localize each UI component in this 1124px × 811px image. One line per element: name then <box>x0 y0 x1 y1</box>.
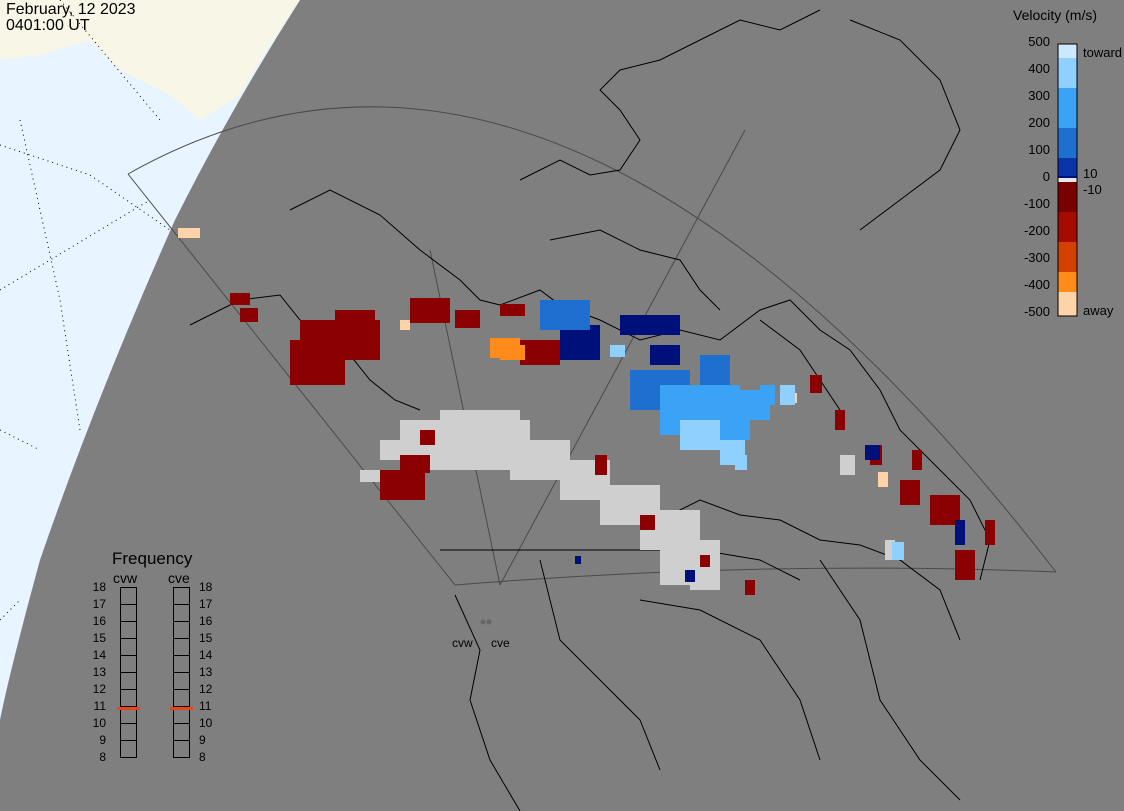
frequency-grid-line <box>120 638 137 639</box>
date-label: February, 12 2023 <box>6 1 136 18</box>
colorbar-tick-label: 300 <box>1028 88 1050 103</box>
frequency-scale-label: 16 <box>92 614 106 628</box>
frequency-grid-line <box>173 689 190 690</box>
frequency-grid-line <box>120 706 137 707</box>
colorbar-tick-label: -500 <box>1023 304 1050 319</box>
radar-label-cvw: cvw <box>452 636 473 650</box>
frequency-scale-label: 15 <box>92 631 106 645</box>
colorbar-tick-label: 400 <box>1028 61 1050 76</box>
radar-sites <box>480 619 492 625</box>
frequency-scale-label: 10 <box>199 716 213 730</box>
frequency-scale-label: 9 <box>199 733 206 747</box>
scatter-toward-slow <box>560 315 965 582</box>
colorbar-toward-label: toward <box>1083 45 1123 60</box>
frequency-scale-label: 18 <box>92 580 106 594</box>
frequency-scale-label: 14 <box>92 648 106 662</box>
colorbar-tick-label: 500 <box>1028 34 1050 49</box>
frequency-scale-label: 18 <box>199 580 213 594</box>
colorbar-tick-label: 100 <box>1028 142 1050 157</box>
colorbar-tick-label: 0 <box>1042 169 1050 184</box>
frequency-grid-line <box>173 655 190 656</box>
frequency-radar-cve-label: cve <box>168 570 190 586</box>
frequency-marker-cvw <box>117 706 140 710</box>
sunlit-land <box>0 0 300 120</box>
frequency-grid-line <box>173 604 190 605</box>
scatter-away-slow <box>230 293 995 595</box>
frequency-scale-label: 8 <box>199 750 206 764</box>
coastlines <box>189 9 991 811</box>
frequency-grid-line <box>120 621 137 622</box>
frequency-scale-label: 10 <box>92 716 106 730</box>
frequency-scale-label: 9 <box>99 733 106 747</box>
frequency-scale-label: 15 <box>199 631 213 645</box>
frequency-scale-label: 8 <box>99 750 106 764</box>
frequency-scale-label: 16 <box>199 614 213 628</box>
frequency-radar-cvw-label: cvw <box>113 570 138 586</box>
colorbar-tick-label: -300 <box>1023 250 1050 265</box>
frequency-scale-label: 14 <box>199 648 213 662</box>
frequency-grid-line <box>120 604 137 605</box>
frequency-marker-cve <box>170 706 193 710</box>
colorbar-tick-label: 200 <box>1028 115 1050 130</box>
frequency-grid-line <box>173 740 190 741</box>
frequency-scale-label: 11 <box>199 699 212 713</box>
frequency-scale-label: 13 <box>199 665 213 679</box>
radar-site-cvw <box>480 619 486 625</box>
sunlit-ocean <box>0 0 300 720</box>
frequency-grid-line <box>173 638 190 639</box>
frequency-scale-label: 17 <box>199 597 213 611</box>
frequency-grid-line <box>120 740 137 741</box>
frequency-scale-label: 12 <box>199 682 213 696</box>
colorbar-tick-label: -400 <box>1023 277 1050 292</box>
frequency-grid-line <box>120 723 137 724</box>
frequency-grid-line <box>173 706 190 707</box>
frequency-grid-line <box>173 672 190 673</box>
graticule-lines <box>0 0 171 621</box>
colorbar-neg-label: -10 <box>1083 182 1102 197</box>
radar-site-cve <box>486 619 492 625</box>
colorbar-pos-label: 10 <box>1083 166 1098 181</box>
scatter-away-fast <box>490 338 525 360</box>
time-label: 0401:00 UT <box>6 17 90 34</box>
colorbar-tick-label: -100 <box>1023 196 1050 211</box>
frequency-grid-line <box>120 672 137 673</box>
colorbar-away-label: away <box>1083 303 1114 318</box>
frequency-title: Frequency <box>112 549 193 568</box>
frequency-scale-label: 13 <box>92 665 106 679</box>
ground-scatter <box>360 410 895 590</box>
colorbar-tick-label: -200 <box>1023 223 1050 238</box>
frequency-scale-label: 12 <box>92 682 106 696</box>
frequency-grid-line <box>120 655 137 656</box>
frequency-scale-label: 17 <box>92 597 106 611</box>
radar-label-cve: cve <box>491 636 510 650</box>
frequency-grid-line <box>173 723 190 724</box>
frequency-grid-line <box>120 689 137 690</box>
colorbar-title: Velocity (m/s) <box>1013 7 1098 23</box>
colorbar-gradient <box>1057 43 1078 317</box>
frequency-scale-label: 11 <box>93 699 106 713</box>
scatter-toward-fastest <box>610 345 904 560</box>
frequency-grid-line <box>173 621 190 622</box>
